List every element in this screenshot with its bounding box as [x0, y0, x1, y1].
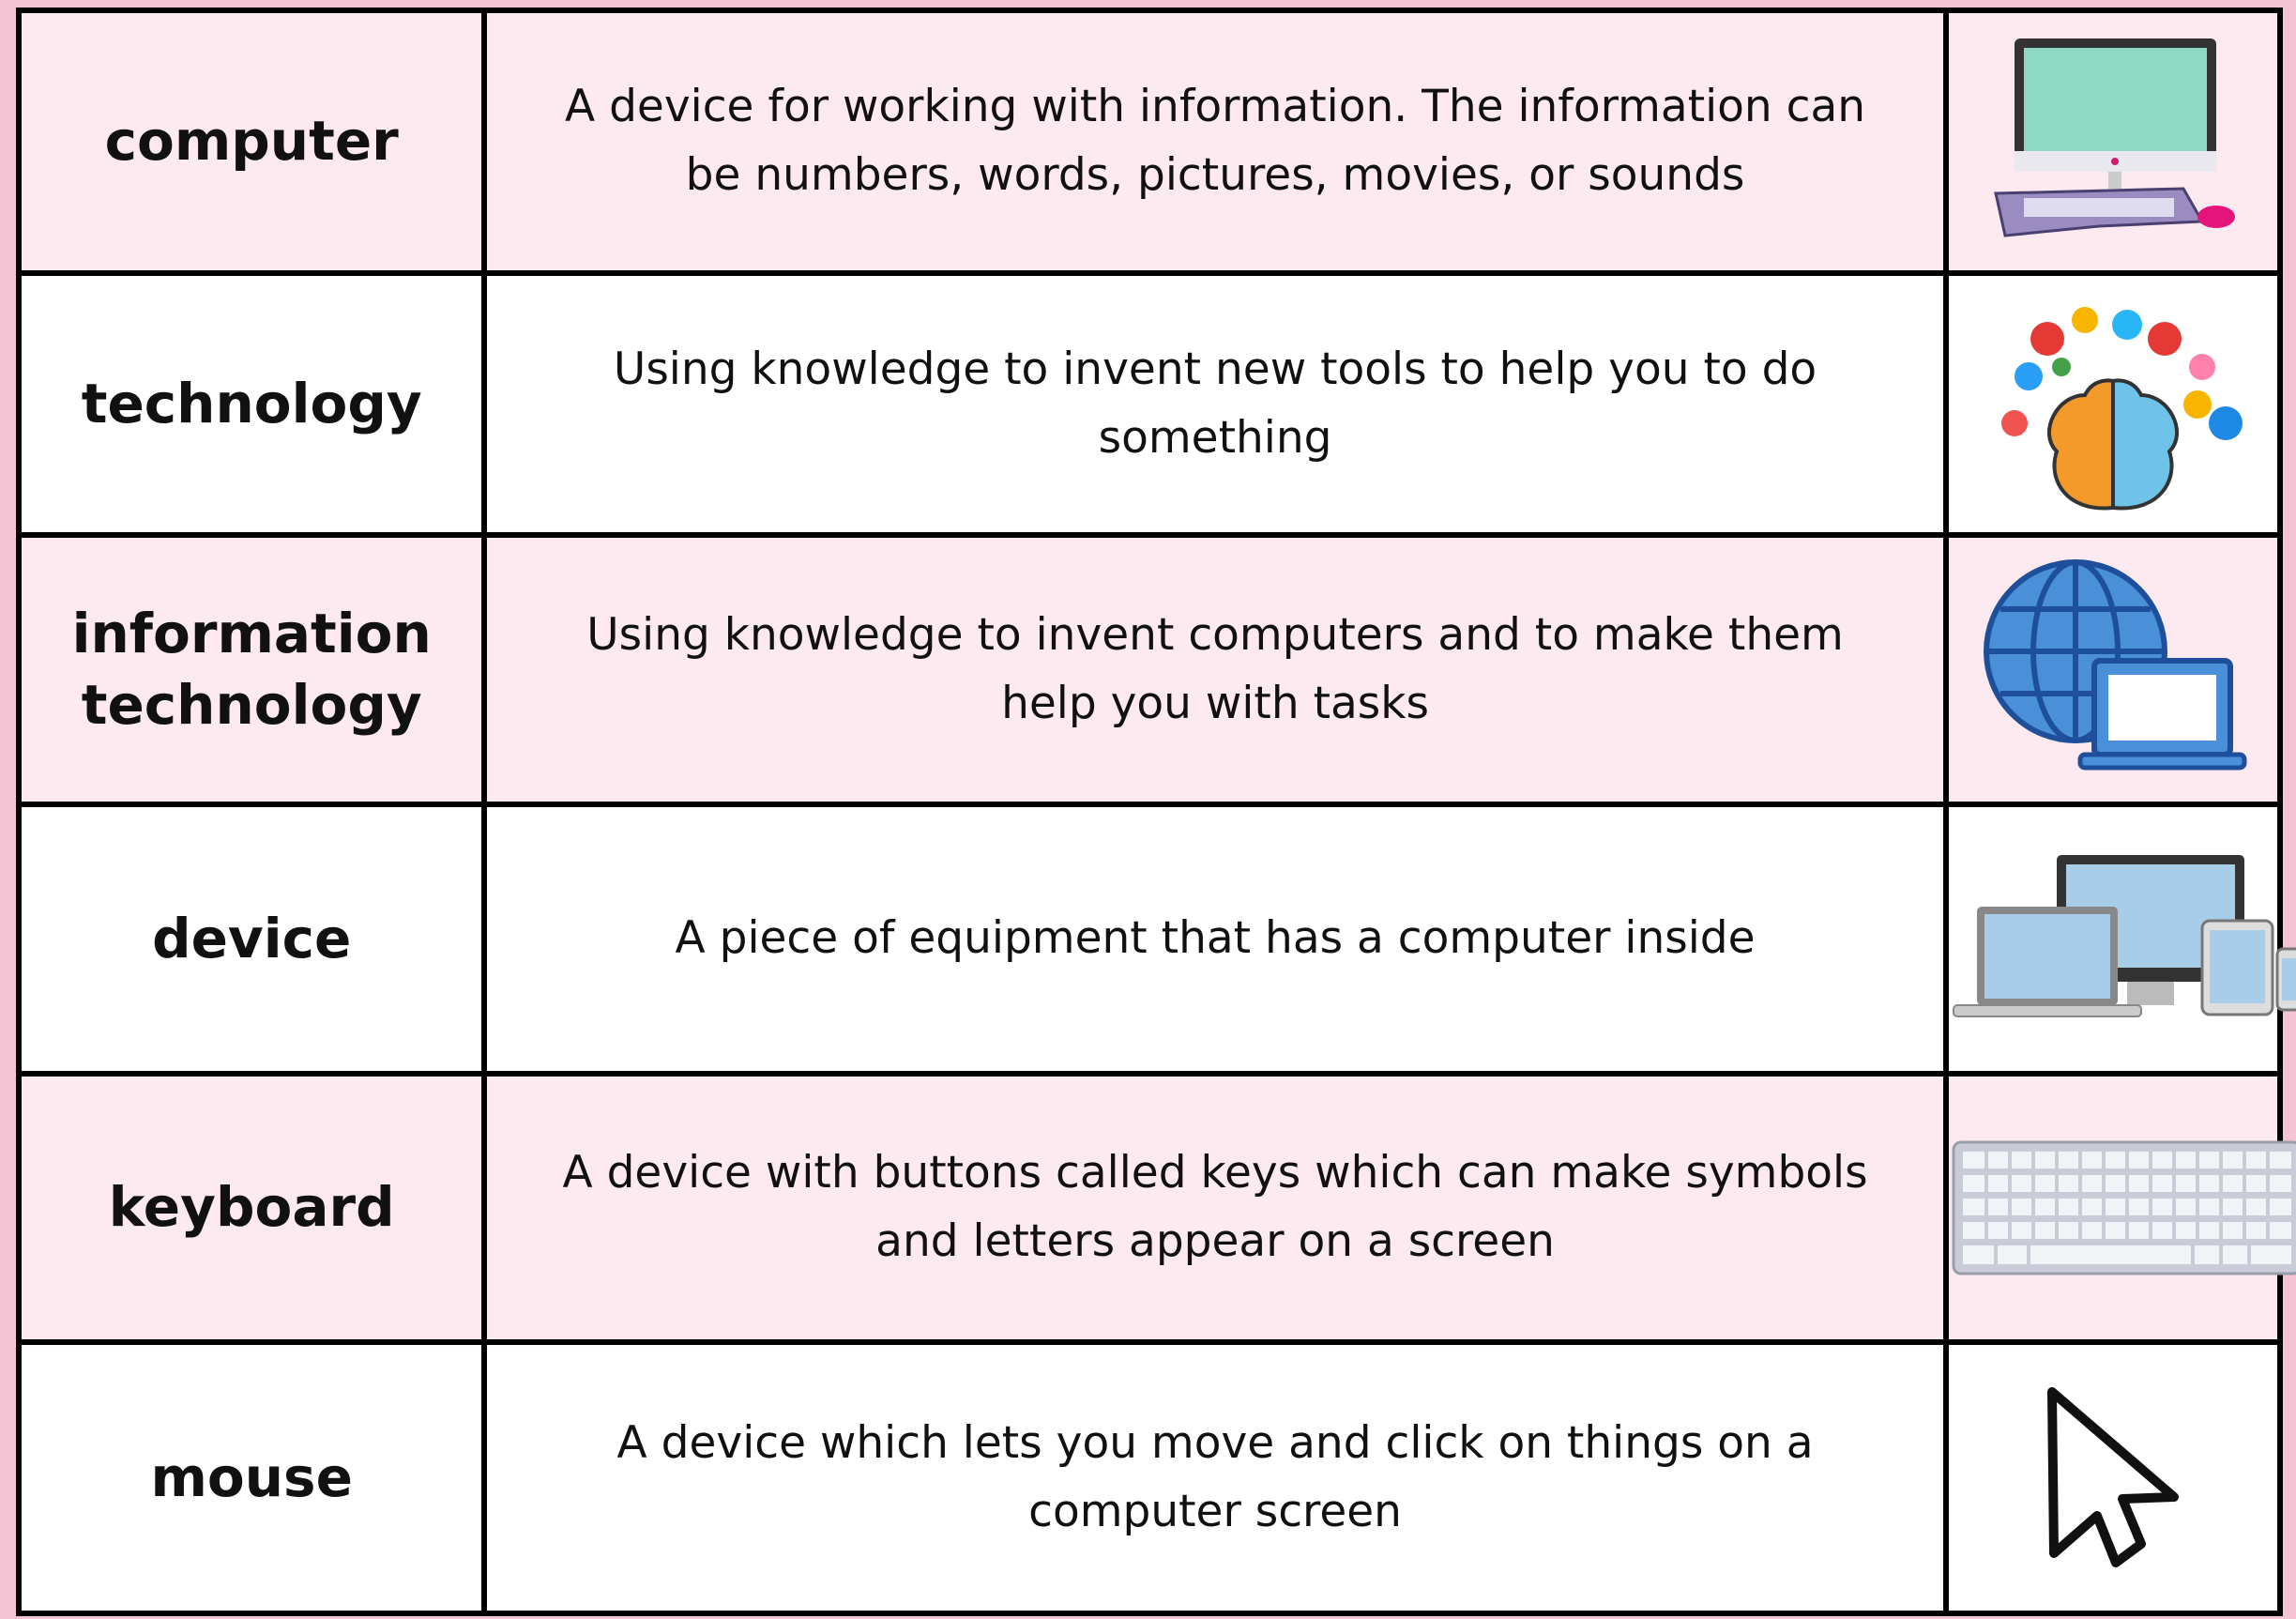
term: computer: [15, 8, 488, 276]
table-row: technology Using knowledge to invent new…: [15, 270, 2284, 538]
term: mouse: [15, 1339, 488, 1616]
table-row: device A piece of equipment that has a c…: [15, 802, 2296, 1077]
table-row: keyboard A device with buttons called ke…: [15, 1071, 2296, 1345]
icon-cell: [1942, 270, 2284, 538]
term: information technology: [15, 532, 488, 807]
definition: Using knowledge to invent new tools to h…: [481, 270, 1949, 538]
definition: A device with buttons called keys which …: [481, 1071, 1949, 1345]
computer-icon: [1993, 38, 2235, 237]
definition: A device for working with information. T…: [481, 8, 1949, 276]
globe-icon: [1983, 558, 2247, 770]
term: keyboard: [15, 1071, 488, 1345]
icon-cell: [1942, 802, 2296, 1077]
icon-cell: [1942, 1339, 2284, 1616]
icon-cell: [1942, 1071, 2296, 1345]
icon-cell: [1942, 8, 2284, 276]
devices-icon: [1952, 854, 2296, 1017]
table-row: information technology Using knowledge t…: [15, 532, 2284, 807]
term: device: [15, 802, 488, 1077]
cursor-icon: [2046, 1386, 2179, 1567]
table-row: computer A device for working with infor…: [15, 8, 2284, 276]
vocabulary-table: computer A device for working with infor…: [15, 8, 2296, 1616]
table-row: mouse A device which lets you move and c…: [15, 1339, 2284, 1616]
definition: A device which lets you move and click o…: [481, 1339, 1949, 1616]
keyboard-icon: [1952, 1140, 2296, 1275]
term: technology: [15, 270, 488, 538]
definition: Using knowledge to invent computers and …: [481, 532, 1949, 807]
technology-icon: [2000, 306, 2243, 510]
icon-cell: [1942, 532, 2284, 807]
definition: A piece of equipment that has a computer…: [481, 802, 1949, 1077]
